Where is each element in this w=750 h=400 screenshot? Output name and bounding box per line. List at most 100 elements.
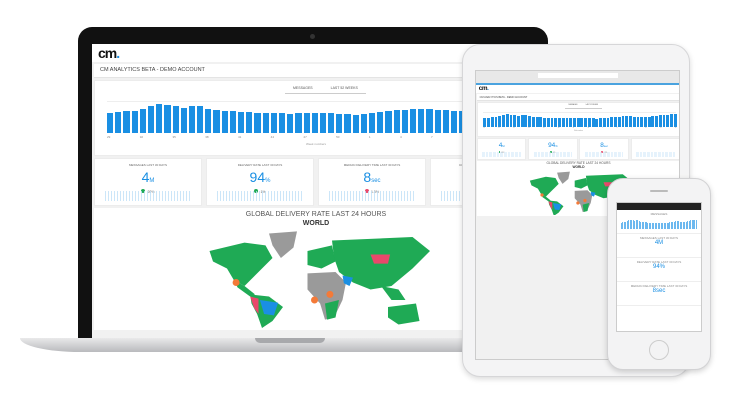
bar <box>665 223 667 229</box>
bar <box>587 118 591 127</box>
bar <box>628 220 630 229</box>
tab-messages[interactable]: MESSAGES <box>568 105 578 107</box>
bar <box>328 113 335 133</box>
bar <box>663 222 665 229</box>
bar <box>647 222 649 229</box>
bar <box>509 114 513 127</box>
laptop-notch <box>255 338 325 343</box>
bar <box>483 117 487 127</box>
bar <box>595 118 599 127</box>
home-button[interactable] <box>649 340 669 360</box>
map-north-america <box>209 242 273 286</box>
page-title: CM ANALYTICS BETA - DEMO ACCOUNT <box>476 94 679 102</box>
region-selector[interactable]: WORLD <box>302 220 330 227</box>
x-tick: 41 <box>542 127 545 129</box>
logo[interactable]: cm. <box>92 44 540 62</box>
map-marker <box>311 296 318 304</box>
map-marker <box>583 198 587 202</box>
bar <box>623 221 625 229</box>
bar <box>336 114 343 133</box>
kpi-card[interactable]: MEDIAN DELIVERY TIME LAST 30 DAYS8sec1.5… <box>318 158 426 206</box>
x-tick: 1 <box>602 127 604 129</box>
kpi-card[interactable]: MESSAGES LAST 30 DAYS4M20% <box>476 137 527 160</box>
x-tick: 44 <box>270 135 275 139</box>
bar <box>656 222 658 229</box>
bar <box>205 108 212 133</box>
chart-tabs: MESSAGES LAST 52 WEEKS <box>285 86 366 94</box>
bar <box>573 117 576 127</box>
tab-period[interactable]: LAST 52 WEEKS <box>585 105 599 107</box>
x-tick: 50 <box>587 127 590 129</box>
bar <box>654 222 656 229</box>
x-axis-label: Week numbers <box>573 130 584 132</box>
kpi-title: DELIVERY RATE LAST 30 DAYS <box>237 163 283 167</box>
sparkline <box>584 152 624 157</box>
x-tick: 47 <box>572 127 575 129</box>
bar <box>490 117 494 127</box>
tab-period[interactable]: LAST 52 WEEKS <box>330 86 358 90</box>
bar <box>393 109 400 133</box>
camera-icon <box>310 34 315 39</box>
bar <box>640 117 644 127</box>
bar <box>669 222 671 229</box>
x-tick: 32 <box>498 127 500 129</box>
bar <box>409 108 417 133</box>
kpi-value: 94% <box>249 169 271 185</box>
kpi-value: 8sec <box>600 141 609 149</box>
url-bar[interactable] <box>537 73 618 78</box>
bar <box>636 116 640 127</box>
bar <box>676 221 678 229</box>
map-arabia <box>590 191 596 197</box>
map-south-africa <box>582 202 589 212</box>
map-china <box>370 254 391 264</box>
map-greenland <box>269 231 297 258</box>
kpi-card[interactable]: MEDIAN DELIVERY TIME LAST 30 DAYS8sec1.5… <box>579 137 629 160</box>
bar <box>188 106 196 133</box>
browser-bar <box>476 71 679 85</box>
bar <box>668 222 669 229</box>
chart-tabs: MESSAGES LAST 52 WEEKS <box>564 105 602 109</box>
bar <box>156 104 163 133</box>
kpi-card[interactable]: MESSAGES LAST 30 DAYS4M20% <box>94 158 202 206</box>
bar <box>632 220 634 229</box>
bar <box>164 105 171 133</box>
phone-chart-tab[interactable]: MESSAGES <box>650 212 668 216</box>
phone-status-bar <box>617 203 701 210</box>
bar <box>655 115 658 127</box>
bar <box>442 109 449 133</box>
bar <box>580 117 584 127</box>
bar <box>524 115 528 127</box>
map-brazil <box>552 202 562 210</box>
region-selector[interactable]: WORLD <box>572 164 585 169</box>
bar <box>550 117 554 127</box>
bar <box>673 114 677 127</box>
bar <box>678 221 680 229</box>
kpi-value: 94% <box>548 141 558 149</box>
bar <box>344 114 351 133</box>
bar <box>662 115 666 127</box>
bar <box>638 221 640 229</box>
sparkline <box>329 191 415 201</box>
x-tick: 35 <box>513 127 515 129</box>
bar <box>682 221 684 229</box>
bar <box>681 221 683 229</box>
sparkline <box>105 191 191 201</box>
bar <box>694 219 696 229</box>
kpi-value: 4M <box>141 169 155 185</box>
bar <box>520 115 524 127</box>
tab-messages[interactable]: MESSAGES <box>293 86 313 90</box>
x-tick: 4 <box>616 127 618 129</box>
sparkline <box>636 152 675 157</box>
sparkline <box>533 152 573 157</box>
map-south-africa <box>325 300 339 320</box>
bar <box>385 110 392 133</box>
bar <box>626 221 628 229</box>
logo[interactable]: cm. <box>476 85 679 94</box>
bar <box>180 107 187 133</box>
kpi-card[interactable]: CONVERSION RATE LAST 30 DAYS <box>630 137 679 160</box>
bar <box>690 220 691 229</box>
bar <box>303 113 310 133</box>
world-map[interactable] <box>153 230 483 328</box>
